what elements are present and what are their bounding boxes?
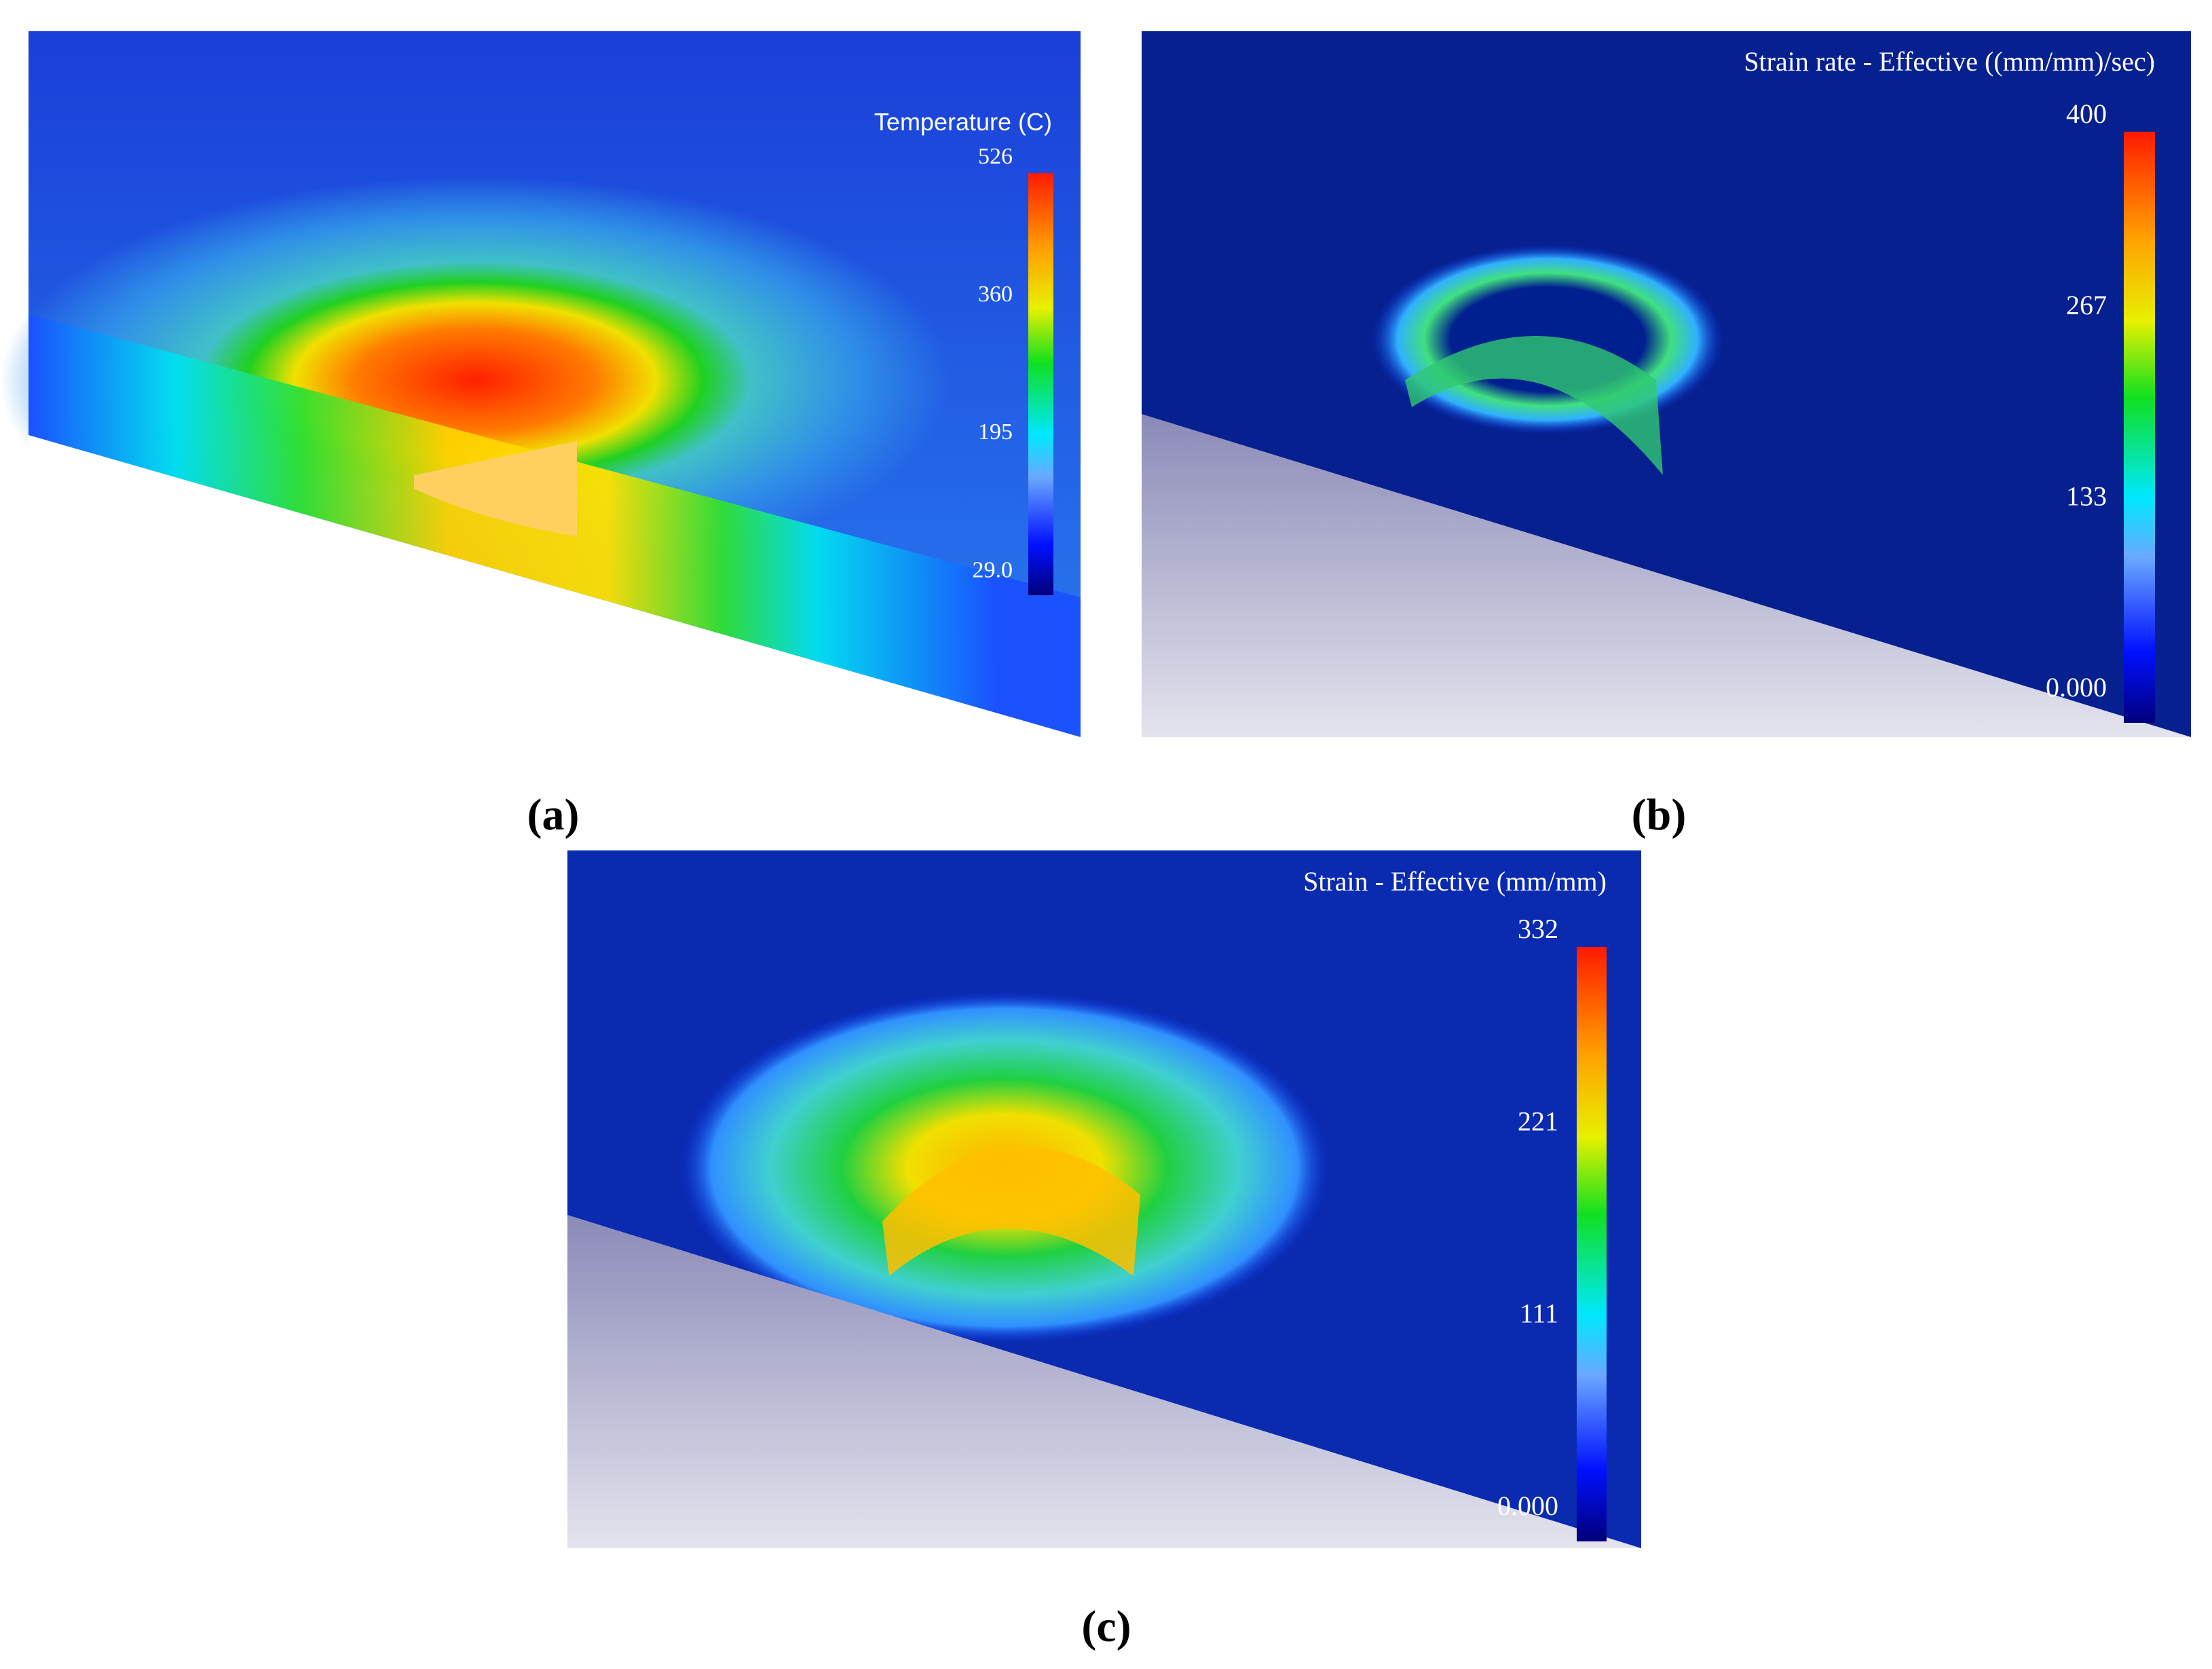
legend-title: Temperature (C)	[874, 108, 1052, 136]
panel-b	[1142, 31, 2191, 737]
colorbar-tick-label: 195	[978, 419, 1013, 445]
legend-title: Strain rate - Effective ((mm/mm)/sec)	[1744, 46, 2155, 77]
panel-label: (b)	[1632, 790, 1687, 840]
colorbar-tick-label: 526	[978, 144, 1013, 169]
colorbar-tick-label: 0.000	[1497, 1490, 1558, 1521]
floor	[1142, 414, 2191, 737]
colorbar-tick-label: 0.000	[2046, 672, 2107, 702]
colorbar	[1577, 947, 1607, 1541]
colorbar-tick-label: 133	[2066, 481, 2107, 511]
background	[29, 435, 1081, 737]
colorbar-tick-label: 221	[1518, 1106, 1558, 1136]
colorbar-tick-label: 332	[1518, 914, 1558, 944]
colorbar-tick-label: 267	[2066, 290, 2107, 320]
colorbar-tick-label: 400	[2066, 98, 2107, 129]
colorbar-tick-label: 360	[978, 282, 1013, 307]
floor	[567, 1215, 1641, 1548]
panel-label: (a)	[527, 790, 580, 840]
strain-rate-band	[1405, 336, 1663, 475]
strain-band	[882, 1146, 1140, 1276]
hole	[414, 441, 577, 536]
panel-c	[567, 850, 1641, 1548]
colorbar-tick-label: 29.0	[973, 557, 1013, 582]
colorbar	[1028, 173, 1053, 595]
panel-label: (c)	[1081, 1602, 1131, 1651]
legend-title: Strain - Effective (mm/mm)	[1303, 866, 1607, 897]
colorbar	[2124, 132, 2155, 723]
colorbar-tick-label: 111	[1520, 1298, 1558, 1329]
panel-a	[0, 31, 1081, 737]
